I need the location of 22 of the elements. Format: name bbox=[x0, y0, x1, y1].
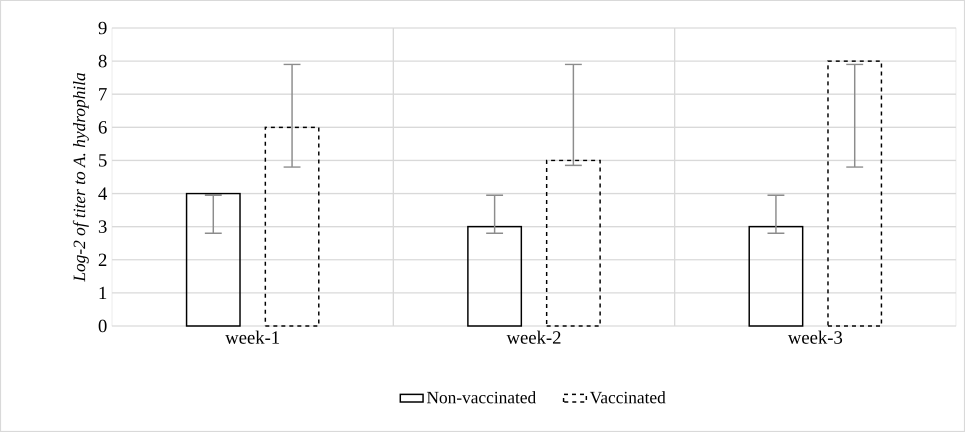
legend-label: Non-vaccinated bbox=[426, 391, 536, 404]
bar bbox=[264, 126, 320, 327]
y-tick-label: 7 bbox=[99, 88, 107, 100]
bar bbox=[186, 192, 241, 327]
bar bbox=[827, 60, 882, 327]
y-tick-label: 0 bbox=[98, 320, 107, 332]
legend-label: Vaccinated bbox=[590, 391, 666, 404]
bar bbox=[467, 226, 522, 327]
y-axis-title: Log-2 of titer to A. hydrophila bbox=[72, 73, 89, 282]
bar bbox=[546, 160, 601, 327]
x-tick-label: week-3 bbox=[788, 330, 842, 344]
y-tick-label: 4 bbox=[98, 187, 108, 200]
y-tick-label: 5 bbox=[99, 154, 107, 167]
x-tick-label: week-2 bbox=[506, 330, 560, 344]
y-tick-label: 1 bbox=[100, 286, 106, 300]
y-tick-label: 3 bbox=[98, 220, 107, 233]
x-tick-label: week-1 bbox=[225, 330, 280, 344]
bar bbox=[748, 226, 804, 327]
y-tick-label: 6 bbox=[98, 121, 107, 134]
y-tick-label: 8 bbox=[98, 54, 107, 68]
y-tick-label: 2 bbox=[98, 254, 106, 266]
y-tick-label: 9 bbox=[98, 22, 107, 34]
